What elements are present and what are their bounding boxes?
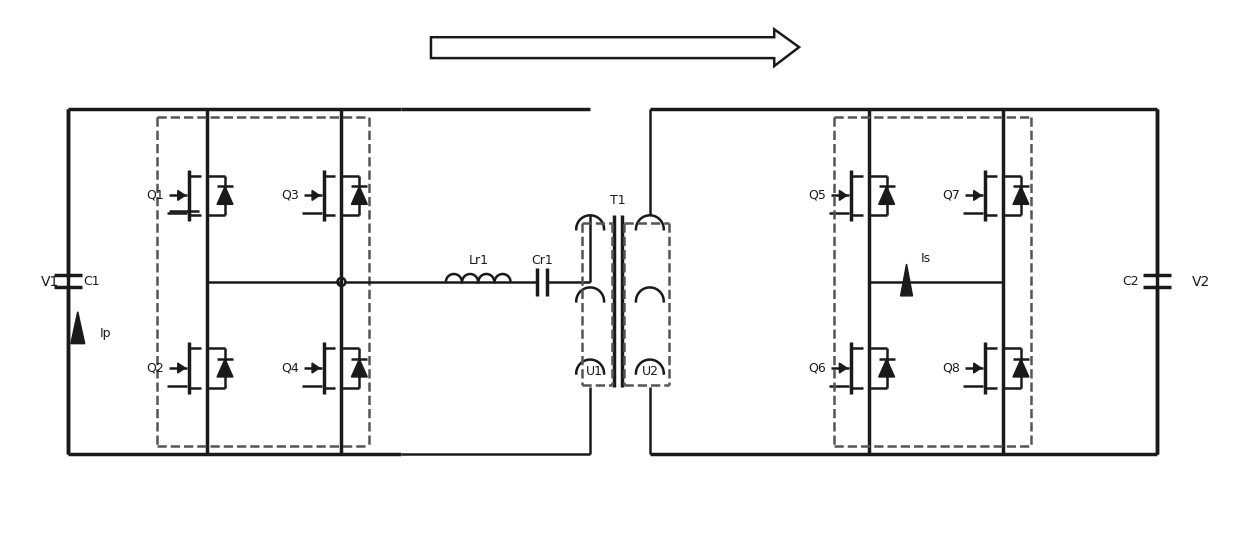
Polygon shape — [1013, 359, 1029, 377]
Text: C2: C2 — [1122, 275, 1140, 288]
Text: Q3: Q3 — [281, 189, 299, 202]
Polygon shape — [351, 359, 367, 377]
Text: Ip: Ip — [99, 327, 112, 340]
Text: V2: V2 — [1192, 275, 1210, 289]
Polygon shape — [432, 29, 799, 66]
Polygon shape — [1013, 186, 1029, 204]
Text: Is: Is — [920, 252, 930, 265]
Text: Cr1: Cr1 — [532, 254, 553, 266]
Polygon shape — [177, 190, 185, 201]
Polygon shape — [879, 359, 894, 377]
Polygon shape — [839, 190, 847, 201]
Polygon shape — [973, 190, 981, 201]
Polygon shape — [312, 190, 320, 201]
Polygon shape — [217, 186, 233, 204]
Polygon shape — [973, 363, 981, 373]
Polygon shape — [71, 312, 84, 344]
Text: C1: C1 — [84, 275, 100, 288]
Polygon shape — [312, 363, 320, 373]
Text: Q2: Q2 — [146, 362, 165, 374]
Text: Q4: Q4 — [281, 362, 299, 374]
Polygon shape — [839, 363, 847, 373]
Text: U1: U1 — [587, 365, 603, 378]
Polygon shape — [217, 359, 233, 377]
Text: Q5: Q5 — [808, 189, 826, 202]
Text: T1: T1 — [610, 194, 626, 207]
Polygon shape — [351, 186, 367, 204]
Text: Q6: Q6 — [808, 362, 826, 374]
Text: Lr1: Lr1 — [469, 254, 489, 266]
Text: Q8: Q8 — [942, 362, 960, 374]
Polygon shape — [900, 264, 913, 296]
Text: Q7: Q7 — [942, 189, 960, 202]
Text: V1: V1 — [41, 275, 60, 289]
Polygon shape — [177, 363, 185, 373]
Polygon shape — [879, 186, 894, 204]
Text: Q1: Q1 — [146, 189, 165, 202]
Text: U2: U2 — [642, 365, 658, 378]
